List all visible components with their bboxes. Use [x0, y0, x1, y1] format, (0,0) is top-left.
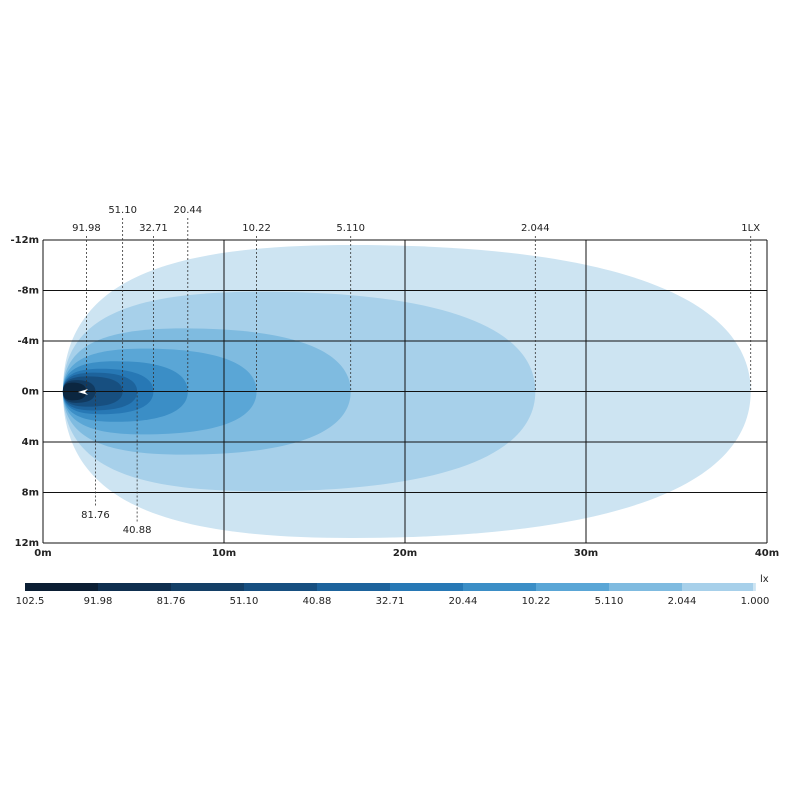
markers: 91.98 81.76 51.10 40.88 32.71 20.44 10.22 5.110… [72, 205, 760, 536]
marker-label: 32.71 [139, 223, 168, 234]
marker-label: 20.44 [173, 205, 202, 216]
legend-swatch [682, 583, 756, 591]
legend-swatch [463, 583, 537, 591]
legend-swatch [536, 583, 610, 591]
x-tick-label: 10m [212, 548, 236, 559]
legend-swatch [753, 583, 755, 591]
legend-swatch [171, 583, 245, 591]
y-tick-label: -4m [17, 336, 39, 347]
marker-label: 81.76 [81, 510, 110, 521]
legend-unit: lx [760, 574, 769, 585]
legend-swatch [244, 583, 318, 591]
legend-label: 32.71 [376, 596, 405, 607]
marker-label: 1LX [741, 223, 760, 234]
legend-swatch [390, 583, 464, 591]
legend-label: 1.000 [741, 596, 770, 607]
legend-label: 91.98 [84, 596, 113, 607]
lamp-icon [78, 389, 88, 395]
marker-label: 51.10 [108, 205, 137, 216]
legend-swatch [98, 583, 172, 591]
x-tick-label: 20m [393, 548, 417, 559]
marker-label: 40.88 [123, 525, 152, 536]
legend-swatch [25, 583, 99, 591]
y-tick-label: 0m [22, 387, 39, 398]
legend-label: 40.88 [303, 596, 332, 607]
y-tick-label: -12m [11, 235, 40, 246]
marker-label: 5.110 [336, 223, 365, 234]
x-tick-label: 0m [34, 548, 51, 559]
legend-swatch [317, 583, 391, 591]
legend-label: 2.044 [668, 596, 697, 607]
legend-label: 51.10 [230, 596, 259, 607]
marker-label: 2.044 [521, 223, 550, 234]
legend-label: 10.22 [522, 596, 551, 607]
legend-label: 5.110 [595, 596, 624, 607]
x-tick-label: 40m [755, 548, 779, 559]
marker-label: 91.98 [72, 223, 101, 234]
legend-label: 81.76 [157, 596, 186, 607]
y-tick-label: 8m [22, 488, 39, 499]
y-tick-label: -8m [17, 286, 39, 297]
legend: 102.5 91.98 81.76 51.10 40.88 32.71 20.44 10.22… [16, 574, 770, 607]
marker-label: 10.22 [242, 223, 271, 234]
y-tick-label: 4m [22, 437, 39, 448]
y-tick-label: 12m [15, 538, 39, 549]
legend-swatch [609, 583, 683, 591]
legend-label: 102.5 [16, 596, 45, 607]
legend-label: 20.44 [449, 596, 478, 607]
x-tick-label: 30m [574, 548, 598, 559]
